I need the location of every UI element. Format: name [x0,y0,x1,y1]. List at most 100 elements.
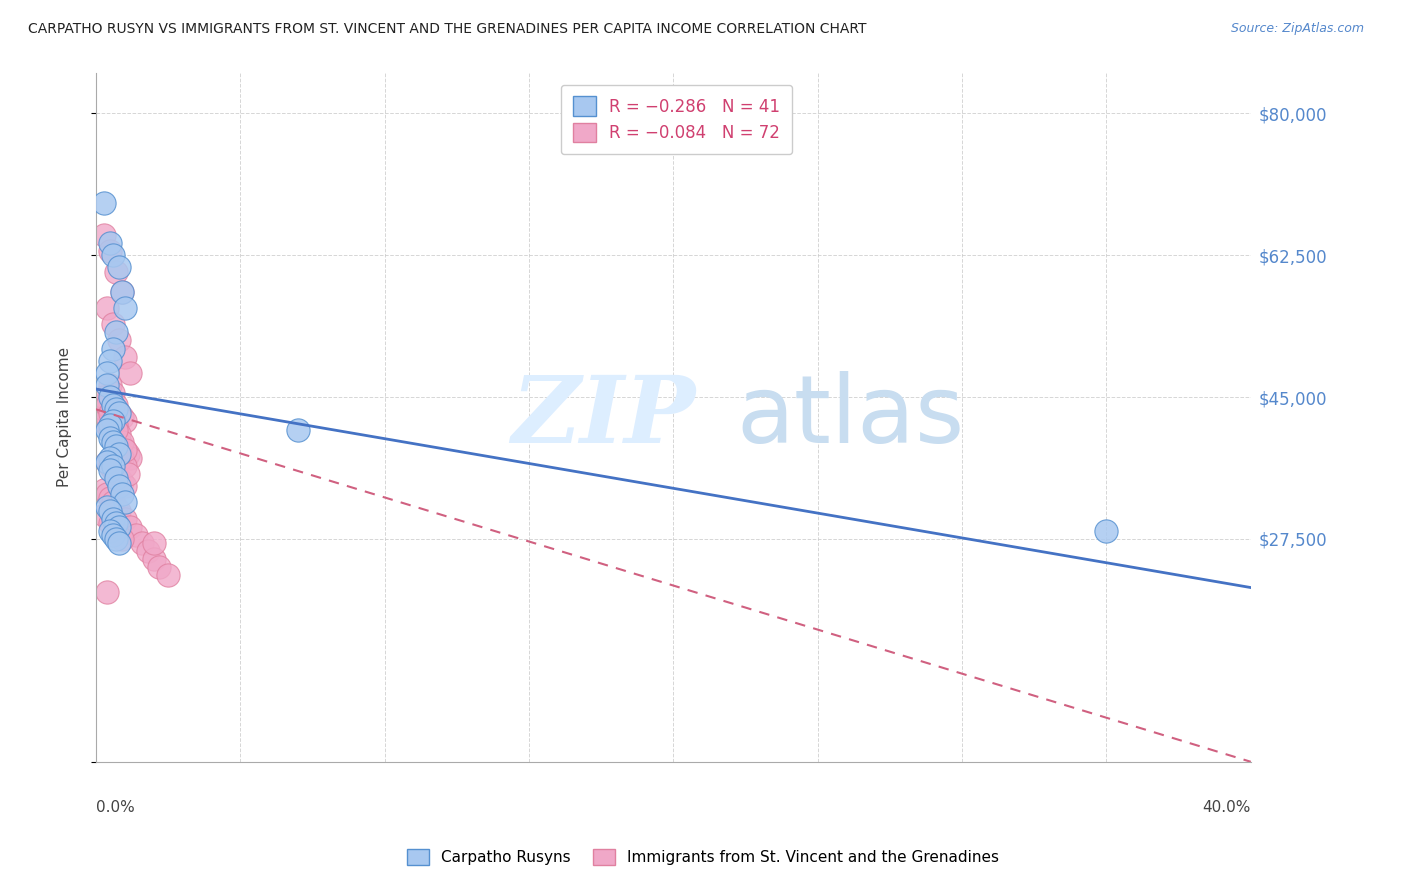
Point [108,536,131,550]
Point [108,447,131,461]
Point [148,560,170,574]
Point [93,508,115,522]
Text: ZIP: ZIP [512,372,696,462]
Point [101,317,124,331]
Point [98,353,121,368]
Point [93,390,115,404]
Point [96,378,118,392]
Point [105,532,128,546]
Point [114,301,136,315]
Text: atlas: atlas [737,371,965,463]
Point [98,524,121,538]
Point [114,479,136,493]
Point [96,455,118,469]
Point [136,544,159,558]
Point [93,402,115,417]
Point [114,414,136,428]
Point [93,228,115,243]
Point [101,248,124,262]
Point [96,418,118,433]
Point [114,442,136,457]
Point [120,520,142,534]
Point [125,528,148,542]
Point [101,528,124,542]
Point [105,402,128,417]
Point [105,439,128,453]
Point [105,398,128,412]
Point [131,536,153,550]
Point [108,426,131,441]
Point [105,516,128,530]
Point [108,406,131,420]
Point [93,483,115,498]
Point [98,406,121,420]
Point [101,458,124,473]
Point [101,511,124,525]
Point [111,285,134,299]
Text: 40.0%: 40.0% [1202,799,1251,814]
Text: CARPATHO RUSYN VS IMMIGRANTS FROM ST. VINCENT AND THE GRENADINES PER CAPITA INCO: CARPATHO RUSYN VS IMMIGRANTS FROM ST. VI… [28,22,866,37]
Point [96,455,118,469]
Point [101,410,124,425]
Point [111,450,134,465]
Point [120,366,142,380]
Text: Source: ZipAtlas.com: Source: ZipAtlas.com [1230,22,1364,36]
Point [101,426,124,441]
Point [98,503,121,517]
Point [114,511,136,525]
Point [111,285,134,299]
Point [108,471,131,485]
Point [105,467,128,482]
Point [101,398,124,412]
Point [98,491,121,506]
Point [96,366,118,380]
Point [111,532,134,546]
Point [101,414,124,428]
Point [98,450,121,465]
Point [108,434,131,449]
Point [111,410,134,425]
Point [98,418,121,433]
Point [96,584,118,599]
Point [117,447,139,461]
Point [96,301,118,315]
Point [117,467,139,482]
Point [101,495,124,509]
Point [114,350,136,364]
Point [108,260,131,275]
Point [108,520,131,534]
Point [98,458,121,473]
Point [105,524,128,538]
Point [108,406,131,420]
Point [108,334,131,348]
Point [96,410,118,425]
Point [142,536,165,550]
Point [105,326,128,340]
Point [105,423,128,437]
Point [93,195,115,210]
Point [96,394,118,409]
Point [101,426,124,441]
Point [1095,524,1118,538]
Point [101,342,124,356]
Text: 0.0%: 0.0% [96,799,135,814]
Legend: R = −0.286   N = 41, R = −0.084   N = 72: R = −0.286 N = 41, R = −0.084 N = 72 [561,85,792,154]
Point [98,244,121,259]
Point [114,495,136,509]
Point [287,423,309,437]
Point [111,439,134,453]
Point [111,475,134,490]
Point [96,423,118,437]
Point [108,479,131,493]
Point [98,236,121,251]
Point [105,500,128,514]
Point [108,442,131,457]
Point [98,516,121,530]
Point [96,487,118,501]
Point [105,431,128,445]
Point [101,434,124,449]
Point [101,463,124,477]
Point [98,463,121,477]
Legend: Carpatho Rusyns, Immigrants from St. Vincent and the Grenadines: Carpatho Rusyns, Immigrants from St. Vin… [401,843,1005,871]
Point [114,458,136,473]
